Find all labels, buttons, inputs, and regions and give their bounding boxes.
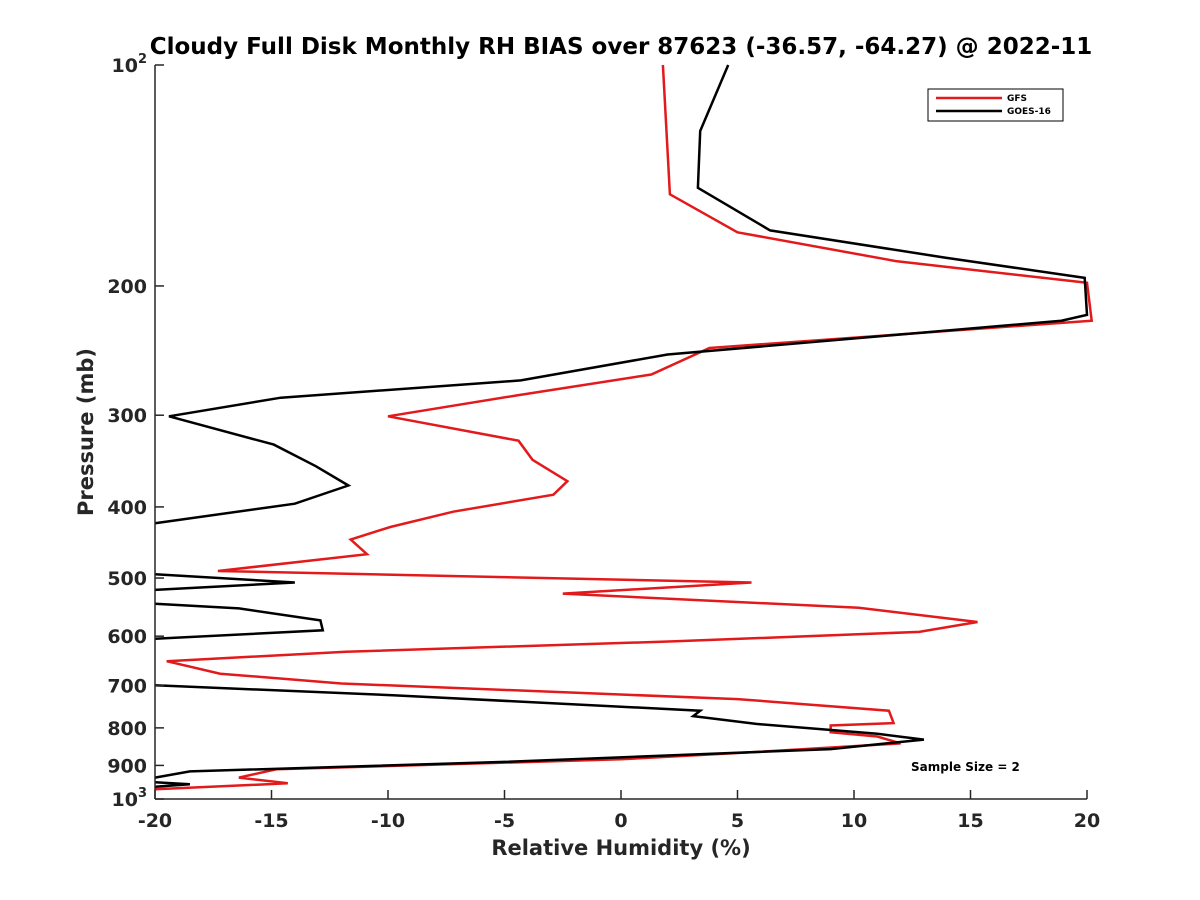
legend-label-gfs: GFS [1007, 94, 1027, 104]
y-tick-label: 700 [107, 675, 147, 697]
x-ticks: -20 -15 -10 -5 0 5 10 15 20 [138, 790, 1100, 832]
legend: GFS GOES-16 [927, 88, 1064, 122]
y-tick-label: 400 [107, 497, 147, 519]
y-tick-label: 300 [107, 405, 147, 427]
x-tick-label: 0 [614, 810, 627, 832]
y-axis-label: Pressure (mb) [74, 348, 98, 516]
x-tick-label: -15 [254, 810, 288, 832]
y-tick-label: 102 [112, 52, 148, 77]
x-tick-label: 5 [731, 810, 744, 832]
y-tick-label: 103 [112, 786, 148, 811]
x-tick-label: 15 [957, 810, 983, 832]
sample-size-annotation: Sample Size = 2 [911, 760, 1020, 774]
y-ticks: 102 200 300 400 500 600 700 800 900 103 [107, 52, 164, 811]
legend-label-goes-16: GOES-16 [1007, 107, 1051, 117]
chart-title: Cloudy Full Disk Monthly RH BIAS over 87… [150, 34, 1093, 60]
x-tick-label: -5 [494, 810, 515, 832]
y-tick-label: 600 [107, 626, 147, 648]
y-tick-label: 500 [107, 568, 147, 590]
series-line-gfs [154, 64, 1094, 791]
series-line-goes-16 [154, 64, 1089, 788]
y-tick-label: 800 [107, 718, 147, 740]
legend-box [927, 88, 1064, 122]
x-tick-label: -20 [138, 810, 172, 832]
y-tick-label: 200 [107, 276, 147, 298]
x-axis-label: Relative Humidity (%) [491, 836, 750, 860]
x-tick-label: 10 [841, 810, 867, 832]
x-tick-label: -10 [371, 810, 405, 832]
x-tick-label: 20 [1074, 810, 1100, 832]
y-tick-label: 900 [107, 755, 147, 777]
series-lines [154, 64, 1094, 791]
